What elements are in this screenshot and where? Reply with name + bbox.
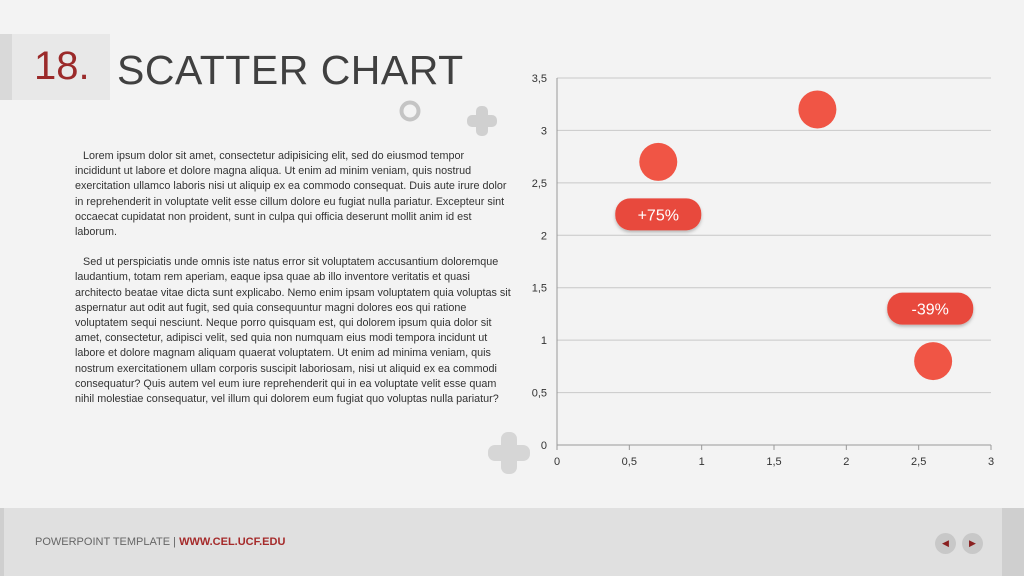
footer-edge-right	[1002, 508, 1024, 576]
y-tick-label: 3	[541, 125, 547, 137]
data-point	[798, 90, 837, 129]
x-tick-label: 1,5	[766, 456, 781, 468]
callout-label: +75%	[638, 207, 679, 224]
paragraph-2: Sed ut perspiciatis unde omnis iste natu…	[75, 256, 511, 406]
ring-icon	[399, 100, 421, 122]
y-tick-label: 2	[541, 230, 547, 242]
x-tick-label: 0	[554, 456, 560, 468]
y-tick-labels: 0 0,5 1 1,5 2 2,5 3 3,5	[532, 73, 547, 452]
slide-number: 18.	[34, 44, 90, 88]
callout-label: -39%	[912, 302, 949, 319]
data-point	[639, 142, 678, 181]
callout-badge	[887, 292, 974, 325]
x-tick-label: 0,5	[622, 456, 637, 468]
callouts: +75% -39%	[615, 198, 974, 325]
x-tick-labels: 0 0,5 1 1,5 2 2,5 3	[554, 456, 994, 468]
y-tick-label: 0,5	[532, 388, 547, 400]
footer-url[interactable]: WWW.CEL.UCF.EDU	[179, 536, 286, 548]
data-point	[914, 342, 953, 381]
data-points	[639, 90, 953, 381]
plus-icon	[467, 106, 497, 136]
x-tick-label: 3	[988, 456, 994, 468]
next-arrow-icon[interactable]: ▶	[962, 533, 983, 554]
footer-bar	[0, 508, 1024, 576]
x-tick-label: 2,5	[911, 456, 926, 468]
paragraph-1: Lorem ipsum dolor sit amet, consectetur …	[75, 150, 507, 239]
footer-text: POWERPOINT TEMPLATE | WWW.CEL.UCF.EDU	[35, 536, 285, 548]
y-tick-label: 2,5	[532, 178, 547, 190]
slide-number-box	[0, 34, 110, 100]
footer-label: POWERPOINT TEMPLATE	[35, 536, 171, 548]
footer-separator: |	[173, 536, 176, 548]
slide-number-box-inner	[12, 34, 110, 100]
slide-title: SCATTER CHART	[117, 47, 464, 93]
y-tick-label: 1,5	[532, 283, 547, 295]
y-tick-label: 3,5	[532, 73, 547, 85]
prev-arrow-icon[interactable]: ◀	[935, 533, 956, 554]
y-tick-label: 0	[541, 440, 547, 452]
plus-icon-large	[488, 432, 530, 474]
grid-lines	[556, 77, 992, 450]
footer-edge-left	[0, 508, 4, 576]
body-text: Lorem ipsum dolor sit amet, consectetur …	[75, 149, 512, 422]
scatter-chart: 0 0,5 1 1,5 2 2,5 3 3,5 0 0,5 1 1,5 2 2,5 3 +75% -39%	[532, 73, 994, 468]
x-tick-label: 1	[699, 456, 705, 468]
x-tick-label: 2	[843, 456, 849, 468]
callout-badge	[615, 198, 702, 231]
y-tick-label: 1	[541, 335, 547, 347]
